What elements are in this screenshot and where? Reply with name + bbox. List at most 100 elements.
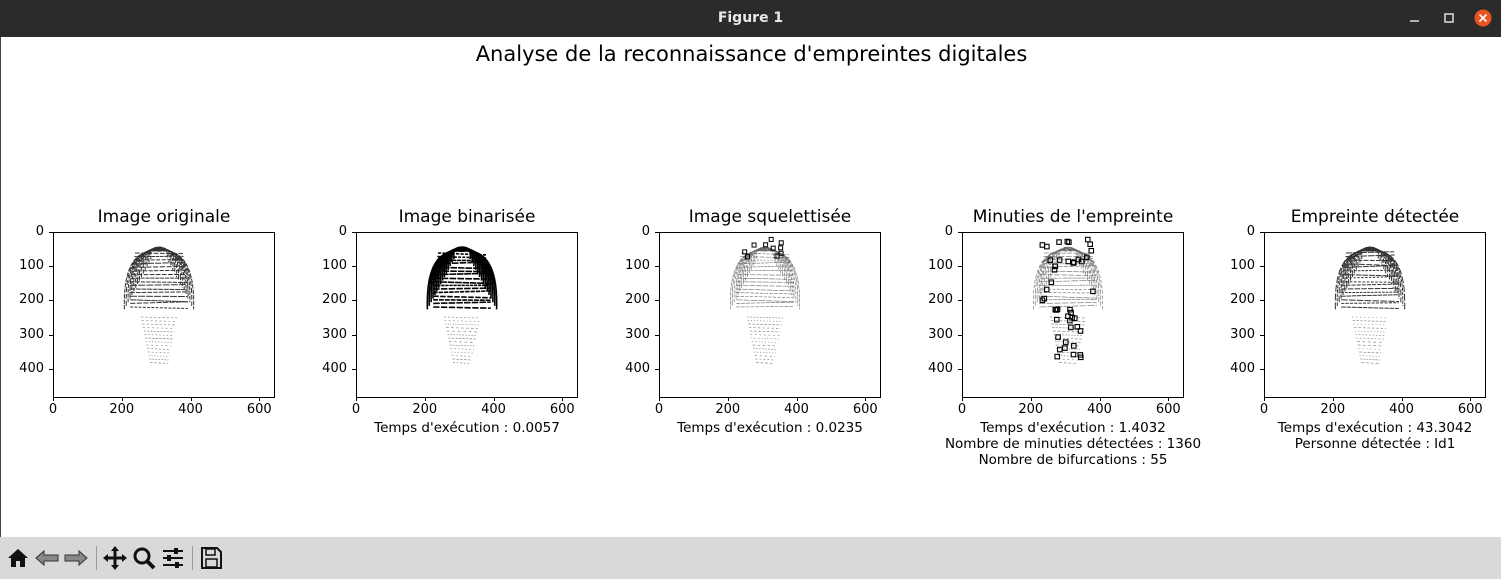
y-tick-mark (49, 266, 53, 268)
minutia-marker (1066, 239, 1072, 245)
y-tick-mark (352, 266, 356, 268)
minutia-marker (770, 245, 776, 251)
panel-title: Image originale (97, 207, 231, 227)
y-tick-mark (352, 232, 356, 233)
x-tick-label: 0 (351, 402, 361, 417)
y-tick-mark (958, 368, 962, 370)
x-tick-mark (796, 397, 798, 401)
y-tick-label: 200 (625, 292, 650, 308)
fingerprint-image (123, 246, 195, 364)
minutia-marker (1077, 354, 1084, 361)
minutia-marker (1069, 314, 1075, 321)
x-tick-label: 200 (109, 402, 135, 417)
forward-button[interactable] (63, 545, 89, 571)
minimize-button[interactable] (1400, 0, 1430, 37)
y-tick-label: 300 (928, 326, 953, 342)
x-tick-label: 0 (654, 402, 664, 417)
minutia-marker (1062, 339, 1069, 345)
x-tick-mark (121, 397, 123, 401)
axes-original (53, 232, 275, 398)
caption-line: Nombre de minuties détectées : 1360 (944, 436, 1202, 452)
minutia-marker (1084, 236, 1091, 243)
x-tick-mark (962, 397, 963, 401)
y-tick-mark (655, 300, 659, 302)
fingerprint-image (730, 236, 800, 364)
close-button[interactable] (1468, 0, 1498, 37)
y-tick-label: 100 (19, 258, 44, 274)
configure-subplots-button[interactable] (160, 545, 186, 571)
x-tick-label: 600 (246, 402, 272, 417)
x-tick-label: 0 (48, 402, 58, 417)
minutia-marker (1088, 247, 1095, 254)
x-tick-mark (424, 397, 426, 401)
panel-title: Minuties de l'empreinte (972, 207, 1174, 227)
save-icon (201, 547, 222, 569)
y-tick-mark (49, 300, 53, 302)
x-tick-mark (659, 397, 660, 401)
panel-detected: Empreinte détectée Temps d'exécution : 4… (1230, 37, 1501, 537)
y-tick-label: 200 (928, 292, 953, 308)
x-tick-label: 0 (957, 402, 967, 417)
minutia-marker (1054, 306, 1061, 313)
y-tick-mark (1260, 232, 1264, 233)
maximize-button[interactable] (1434, 0, 1464, 37)
save-button[interactable] (198, 545, 224, 571)
minutia-marker (1039, 242, 1046, 248)
minutia-marker (1041, 295, 1048, 302)
y-tick-label: 0 (944, 224, 953, 239)
toolbar-separator (96, 546, 97, 570)
minutia-marker (1043, 286, 1050, 293)
pan-button[interactable] (102, 545, 128, 571)
y-tick-label: 400 (19, 360, 44, 376)
x-tick-mark (356, 397, 357, 401)
home-button[interactable] (5, 545, 31, 571)
home-icon (8, 549, 28, 567)
minutia-marker (1056, 239, 1062, 245)
panel-title: Empreinte détectée (1290, 207, 1460, 227)
minutia-marker (1056, 346, 1063, 353)
y-tick-mark (958, 300, 962, 302)
minutia-marker (751, 242, 757, 248)
minutia-marker (1054, 353, 1061, 360)
x-tick-label: 600 (1457, 402, 1483, 417)
caption-line: Temps d'exécution : 1.4032 (980, 420, 1166, 436)
zoom-button[interactable] (131, 545, 157, 571)
y-tick-mark (655, 334, 659, 336)
minutia-marker (1056, 257, 1063, 263)
x-tick-label: 200 (715, 402, 741, 417)
y-tick-mark (49, 368, 53, 370)
x-tick-label: 200 (412, 402, 438, 417)
x-tick-mark (1332, 397, 1334, 401)
y-tick-label: 100 (625, 258, 650, 274)
x-tick-mark (1401, 397, 1403, 401)
panel-caption: Temps d'exécution : 43.3042 Personne dét… (1225, 420, 1501, 452)
minutia-marker (1053, 316, 1060, 323)
y-tick-mark (1260, 368, 1264, 370)
panel-caption: Temps d'exécution : 0.0235 (620, 420, 920, 436)
y-tick-label: 400 (625, 360, 650, 376)
y-tick-label: 0 (641, 224, 650, 239)
y-tick-label: 400 (322, 360, 347, 376)
minutia-marker (1053, 307, 1060, 313)
y-tick-mark (958, 232, 962, 233)
figure-canvas[interactable]: Analyse de la reconnaissance d'empreinte… (0, 37, 1501, 537)
move-icon (103, 546, 127, 570)
back-button[interactable] (34, 545, 60, 571)
minutia-marker (1067, 306, 1073, 313)
y-tick-label: 300 (1230, 326, 1255, 342)
x-tick-label: 400 (784, 402, 809, 417)
y-tick-mark (958, 266, 962, 268)
y-tick-label: 100 (1230, 258, 1255, 274)
x-tick-mark (1030, 397, 1032, 401)
axes-binarized (356, 232, 578, 398)
minutia-marker (1070, 351, 1077, 358)
x-tick-label: 600 (852, 402, 878, 417)
x-tick-label: 600 (1155, 402, 1181, 417)
axes-skeleton (659, 232, 881, 398)
minutia-marker (1077, 328, 1084, 334)
minutia-marker (1055, 334, 1061, 340)
fingerprint-image (426, 246, 498, 364)
fingerprint-image (1334, 246, 1406, 364)
configure-icon (163, 548, 183, 568)
window-title: Figure 1 (717, 10, 784, 26)
